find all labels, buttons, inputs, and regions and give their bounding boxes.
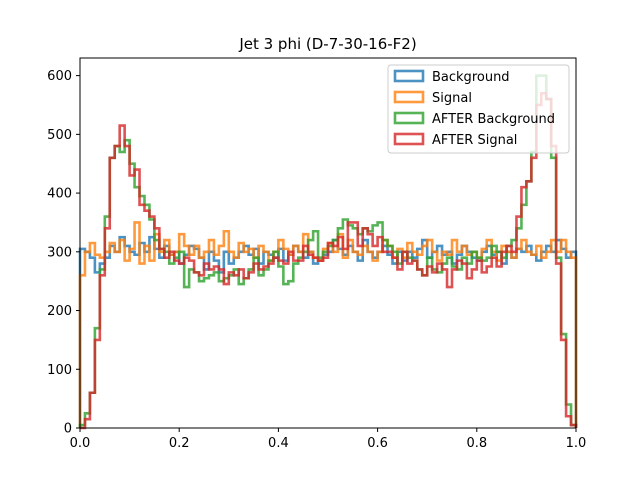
legend-label-after-signal: AFTER Signal xyxy=(432,133,517,148)
y-tick-label: 0 xyxy=(64,422,72,437)
y-tick-label: 100 xyxy=(47,363,72,378)
legend-box xyxy=(387,64,570,154)
y-tick-label: 500 xyxy=(47,128,72,143)
legend-swatch-signal xyxy=(393,90,425,104)
x-tick-label: 0.2 xyxy=(169,436,190,451)
y-tick-label: 600 xyxy=(47,69,72,84)
x-tick-label: 0.6 xyxy=(367,436,388,451)
legend-swatch-after-signal xyxy=(393,132,425,146)
chart-title: Jet 3 phi (D-7-30-16-F2) xyxy=(238,35,416,53)
plot-frame xyxy=(79,57,577,429)
y-tick-label: 400 xyxy=(47,187,72,202)
x-tick-label: 0.0 xyxy=(70,436,91,451)
y-tick-label: 200 xyxy=(47,304,72,319)
legend-label-background: Background xyxy=(432,70,510,85)
legend-swatch-after-background xyxy=(393,111,425,125)
x-tick-label: 1.0 xyxy=(566,436,587,451)
y-tick-label: 300 xyxy=(47,245,72,260)
y-axis: 0 100 200 300 400 500 600 xyxy=(47,69,80,437)
legend-label-after-background: AFTER Background xyxy=(432,112,555,127)
x-tick-label: 0.4 xyxy=(268,436,289,451)
legend-swatch-background xyxy=(393,69,425,83)
legend-label-signal: Signal xyxy=(432,91,472,106)
x-tick-label: 0.8 xyxy=(466,436,487,451)
series-after-signal xyxy=(80,91,578,430)
series-layer xyxy=(78,74,578,430)
legend: Background Signal AFTER Background AFTER Si… xyxy=(387,64,570,154)
x-axis: 0.0 0.2 0.4 0.6 0.8 1.0 xyxy=(70,428,587,451)
